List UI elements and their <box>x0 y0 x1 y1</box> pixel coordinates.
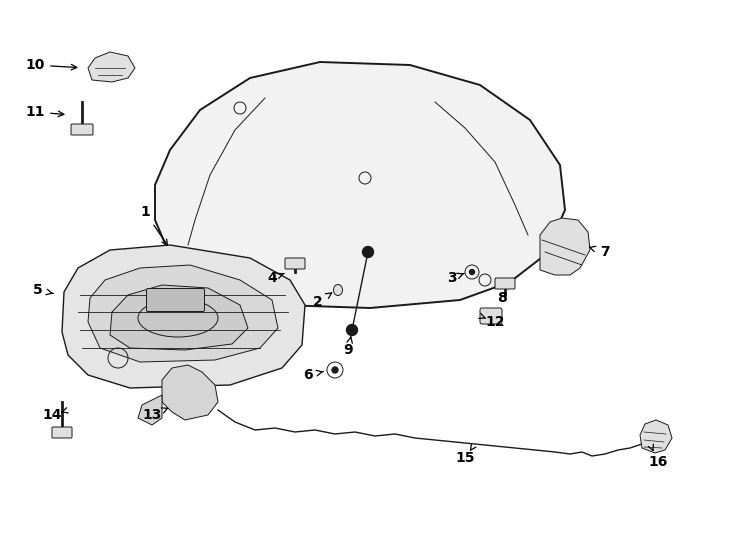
FancyBboxPatch shape <box>495 278 515 289</box>
Ellipse shape <box>138 299 218 337</box>
FancyBboxPatch shape <box>71 124 93 135</box>
FancyBboxPatch shape <box>285 258 305 269</box>
Polygon shape <box>640 420 672 453</box>
Text: 1: 1 <box>140 205 150 219</box>
Circle shape <box>332 367 338 373</box>
Text: 10: 10 <box>25 58 45 72</box>
Circle shape <box>470 269 474 274</box>
Polygon shape <box>540 218 590 275</box>
Ellipse shape <box>333 285 343 295</box>
Polygon shape <box>62 245 305 388</box>
Text: 14: 14 <box>43 408 62 422</box>
FancyBboxPatch shape <box>480 308 502 324</box>
Text: 9: 9 <box>344 343 353 357</box>
Text: 11: 11 <box>25 105 45 119</box>
Text: 16: 16 <box>648 455 668 469</box>
FancyBboxPatch shape <box>147 288 205 312</box>
Polygon shape <box>162 365 218 420</box>
Polygon shape <box>88 265 278 362</box>
Circle shape <box>346 325 357 335</box>
Circle shape <box>363 246 374 258</box>
Text: 13: 13 <box>142 408 161 422</box>
Text: 8: 8 <box>497 291 507 305</box>
Polygon shape <box>155 62 565 308</box>
Text: 2: 2 <box>313 295 323 309</box>
Polygon shape <box>88 52 135 82</box>
Text: 15: 15 <box>455 451 475 465</box>
Text: 5: 5 <box>33 283 43 297</box>
Polygon shape <box>110 285 248 350</box>
Text: 6: 6 <box>303 368 313 382</box>
Text: 3: 3 <box>447 271 457 285</box>
Text: 4: 4 <box>267 271 277 285</box>
Polygon shape <box>138 395 162 425</box>
Text: 12: 12 <box>485 315 505 329</box>
FancyBboxPatch shape <box>52 427 72 438</box>
Text: 7: 7 <box>600 245 610 259</box>
